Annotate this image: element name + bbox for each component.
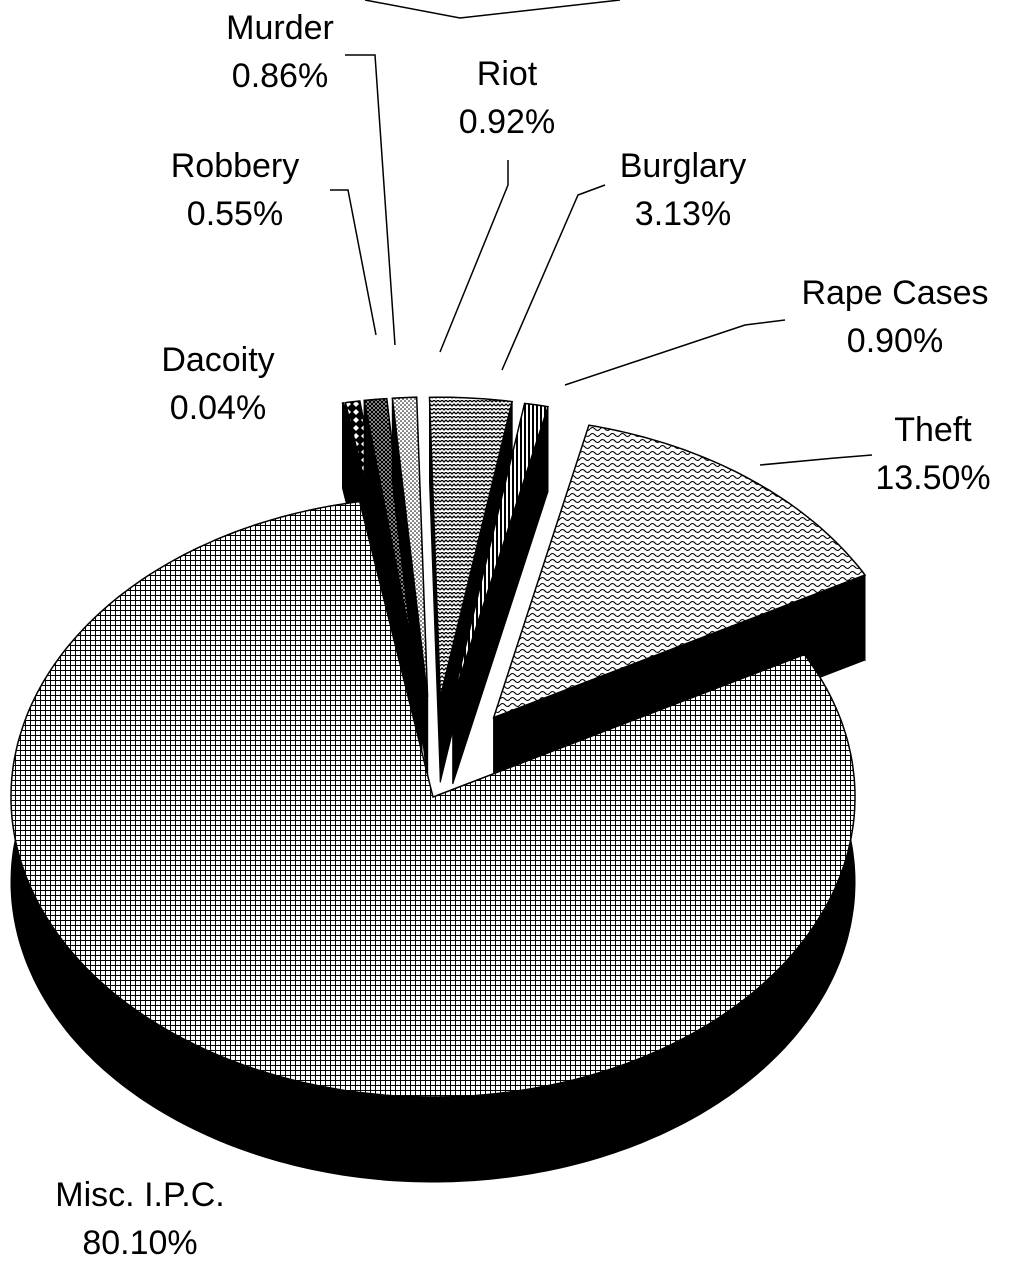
label-value: 0.55% bbox=[187, 195, 283, 233]
leader-line bbox=[501, 184, 606, 371]
leader-line bbox=[330, 189, 377, 336]
label-name: Burglary bbox=[620, 147, 747, 185]
label-name: Rape Cases bbox=[801, 274, 988, 312]
slice bbox=[363, 397, 423, 783]
slice-top bbox=[10, 500, 856, 1098]
label-value: 0.86% bbox=[232, 57, 328, 95]
label-value: 13.50% bbox=[875, 459, 990, 497]
leader-line bbox=[439, 160, 509, 353]
label-name: Dacoity bbox=[161, 341, 274, 379]
label-value: 0.04% bbox=[170, 389, 266, 427]
label-value: 80.10% bbox=[82, 1224, 197, 1262]
decoration bbox=[364, 0, 621, 19]
label-name: Robbery bbox=[171, 147, 300, 185]
label-value: 0.90% bbox=[847, 322, 943, 360]
slice-top bbox=[428, 396, 514, 698]
slice-top bbox=[391, 396, 429, 698]
label-name: Riot bbox=[477, 55, 538, 93]
leader-line bbox=[345, 54, 396, 346]
slice bbox=[452, 402, 549, 785]
leader-line bbox=[564, 319, 786, 386]
label-value: 3.13% bbox=[635, 195, 731, 233]
label-value: 0.92% bbox=[459, 103, 555, 141]
slice bbox=[10, 500, 856, 1183]
leader-line bbox=[759, 454, 873, 466]
label-name: Murder bbox=[226, 9, 334, 47]
slice-top bbox=[492, 424, 867, 719]
slice-side bbox=[342, 402, 344, 489]
label-name: Misc. I.P.C. bbox=[55, 1176, 224, 1214]
slice-top bbox=[363, 397, 423, 698]
label-name: Theft bbox=[894, 411, 972, 449]
slice bbox=[391, 396, 429, 783]
slice-top bbox=[452, 402, 549, 700]
